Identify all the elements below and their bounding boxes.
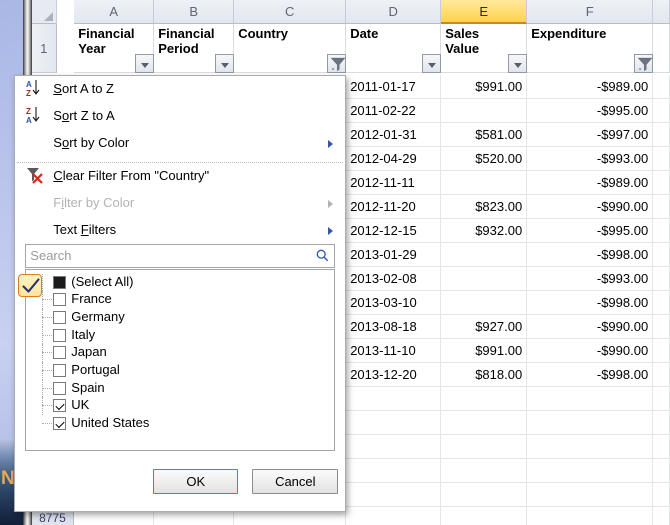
svg-text:A: A [26,80,32,89]
svg-text:A: A [26,116,32,125]
svg-text:Z: Z [26,107,31,116]
svg-text:Z: Z [26,89,31,98]
